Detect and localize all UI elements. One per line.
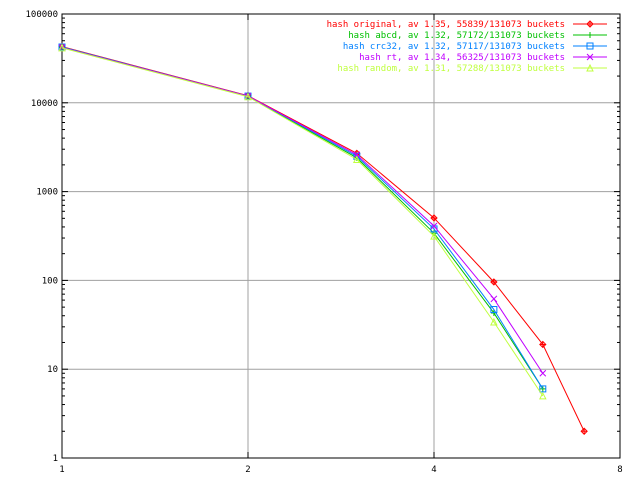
axes: 1 10 100 1000 10000 100000 1 2 4 8 xyxy=(25,10,622,475)
data-point xyxy=(58,43,66,52)
plot-border xyxy=(61,13,621,459)
legend-label: hash abcd, av 1.32, 57172/131073 buckets xyxy=(348,31,565,41)
data-point xyxy=(430,214,438,222)
data-point xyxy=(580,427,588,435)
data-point xyxy=(539,340,547,349)
x-tick-label: 4 xyxy=(431,465,436,475)
data-point xyxy=(352,155,361,163)
data-point xyxy=(430,222,438,230)
legend-label: hash original, av 1.35, 55839/131073 buc… xyxy=(327,20,565,30)
data-point xyxy=(490,295,498,303)
y-tick-label: 100000 xyxy=(25,10,58,20)
series-line xyxy=(61,46,544,374)
series-3 xyxy=(58,44,547,377)
data-point xyxy=(538,391,547,400)
x-tick-label: 2 xyxy=(245,465,250,475)
series-line xyxy=(61,46,544,390)
data-point xyxy=(539,369,547,377)
legend-marker xyxy=(586,42,594,50)
x-tick-label: 8 xyxy=(617,465,622,475)
data-point xyxy=(490,317,498,326)
legend-label: hash rt, av 1.34, 56325/131073 buckets xyxy=(359,53,565,63)
legend-label: hash crc32, av 1.32, 57117/131073 bucket… xyxy=(343,42,565,52)
x-tick-label: 1 xyxy=(59,465,64,475)
data-point xyxy=(244,92,252,101)
y-tick-label: 1000 xyxy=(36,188,58,198)
legend: hash original, av 1.35, 55839/131073 buc… xyxy=(327,20,607,74)
grid xyxy=(62,14,620,458)
legend-label: hash random, av 1.31, 57288/131073 bucke… xyxy=(337,64,565,74)
data-point xyxy=(490,278,498,286)
legend-marker xyxy=(586,20,594,28)
data-point xyxy=(353,151,361,159)
data-point xyxy=(430,232,438,240)
series-4 xyxy=(58,43,547,400)
y-tick-label: 10 xyxy=(47,365,58,375)
legend-marker xyxy=(586,63,594,72)
y-tick-label: 1 xyxy=(53,454,58,464)
series-1 xyxy=(59,44,546,392)
series-layer xyxy=(58,42,588,435)
data-point xyxy=(490,306,498,314)
y-tick-label: 100 xyxy=(42,276,58,286)
series-0 xyxy=(58,42,588,435)
legend-marker xyxy=(587,32,593,38)
series-line xyxy=(61,46,544,390)
series-line xyxy=(61,46,585,432)
series-2 xyxy=(58,43,547,393)
series-line xyxy=(61,47,544,397)
legend-marker xyxy=(586,53,594,61)
y-tick-label: 10000 xyxy=(31,99,58,109)
